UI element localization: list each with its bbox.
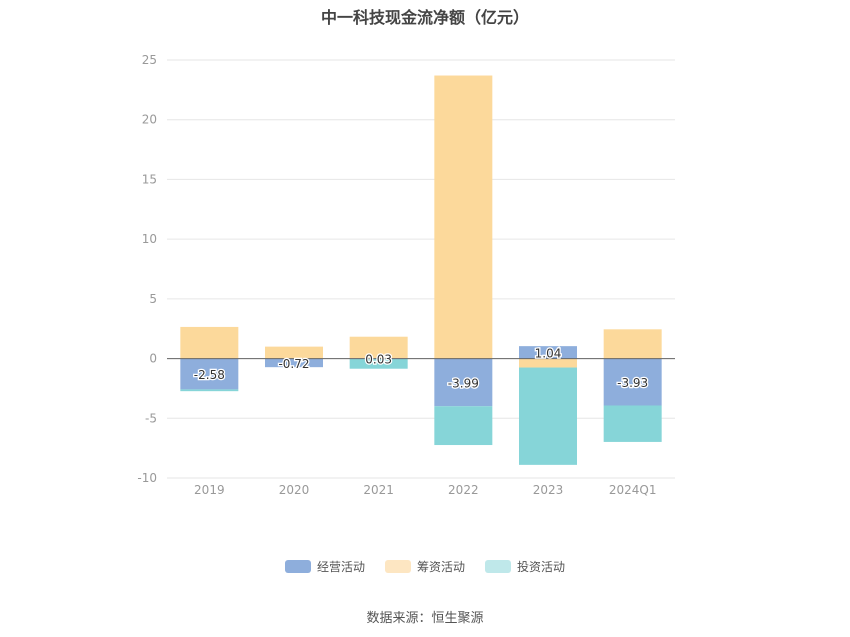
x-tick-label: 2021 (363, 483, 394, 497)
y-tick-label: -5 (145, 411, 157, 425)
legend-item-investing[interactable]: 投资活动 (485, 558, 565, 575)
x-tick-label: 2023 (533, 483, 564, 497)
bar-investing (434, 406, 493, 446)
bar-operating (603, 358, 662, 406)
y-tick-label: 10 (142, 232, 157, 246)
y-tick-label: 0 (149, 352, 157, 366)
data-source: 数据来源：恒生聚源 (366, 611, 484, 626)
bar-operating (519, 346, 577, 359)
data-label: 0.03 (365, 352, 392, 366)
bar-financing (180, 326, 239, 359)
bar-investing (603, 405, 662, 442)
data-label: -0.72 (278, 357, 309, 371)
legend-item-financing[interactable]: 筹资活动 (384, 558, 465, 575)
bar-financing (265, 346, 323, 359)
bar-operating (434, 358, 493, 407)
data-label: -3.99 (448, 376, 479, 390)
legend-item-operating[interactable]: 经营活动 (284, 558, 365, 575)
legend-label-operating: 经营活动 (316, 560, 365, 574)
y-tick-label: -10 (137, 471, 157, 485)
y-tick-label: 5 (149, 292, 157, 306)
y-tick-label: 15 (142, 172, 157, 186)
y-tick-label: 25 (142, 53, 157, 67)
bar-financing (603, 329, 662, 359)
x-tick-label: 2019 (194, 483, 225, 497)
legend-swatch-investing (485, 560, 511, 573)
x-tick-label: 2020 (279, 483, 310, 497)
bar-operating (265, 358, 323, 368)
bar-financing (349, 336, 408, 359)
data-label: 1.04 (535, 346, 562, 360)
bar-financing (519, 358, 577, 368)
chart-title: 中一科技现金流净额（亿元） (320, 8, 529, 27)
data-label: -3.93 (617, 376, 648, 390)
bar-operating (180, 358, 239, 390)
bar-investing (180, 389, 239, 392)
chart-legend: 经营活动 筹资活动 投资活动 (0, 558, 850, 575)
legend-label-financing: 筹资活动 (416, 560, 465, 574)
data-label: -2.58 (194, 368, 225, 382)
bar-financing (434, 75, 493, 359)
legend-label-investing: 投资活动 (517, 560, 566, 574)
bar-investing (349, 358, 408, 369)
y-tick-label: 20 (142, 113, 157, 127)
x-tick-label: 2022 (448, 483, 479, 497)
legend-swatch-financing (384, 560, 411, 573)
legend-swatch-operating (284, 560, 311, 573)
bar-investing (519, 367, 577, 465)
x-tick-label: 2024Q1 (609, 483, 657, 497)
